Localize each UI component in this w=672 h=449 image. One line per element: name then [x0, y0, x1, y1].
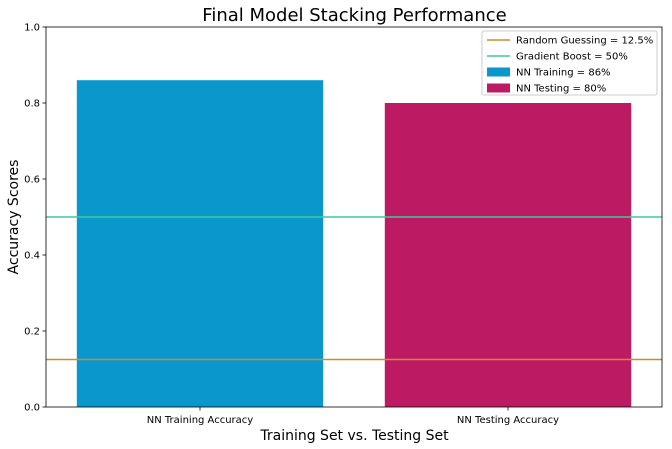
x-axis-label: Training Set vs. Testing Set — [259, 428, 449, 444]
legend-patch-swatch — [487, 83, 510, 93]
chart-title: Final Model Stacking Performance — [202, 5, 506, 26]
legend-box — [481, 30, 658, 96]
x-tick-label: NN Training Accuracy — [147, 415, 254, 426]
legend-patch-swatch — [487, 67, 510, 77]
x-tick-label: NN Testing Accuracy — [457, 415, 559, 426]
legend-label: NN Training = 86% — [516, 68, 611, 79]
plot-frame — [45, 26, 663, 408]
plot-area: NN Training Accuracy NN Testing Accuracy 0… — [24, 23, 663, 426]
y-axis-label: Accuracy Scores — [6, 160, 22, 275]
legend: Random Guessing = 12.5% Gradient Boost = … — [481, 30, 658, 96]
y-tick-label: 0.0 — [24, 403, 40, 414]
y-tick-label: 0.4 — [24, 251, 40, 262]
legend-label: Random Guessing = 12.5% — [516, 36, 653, 47]
y-tick-label: 0.2 — [24, 327, 40, 338]
legend-label: NN Testing = 80% — [516, 84, 606, 95]
y-tick-label: 0.8 — [24, 99, 40, 110]
y-tick-label: 1.0 — [24, 23, 40, 34]
bar-1 — [76, 80, 324, 407]
legend-label: Gradient Boost = 50% — [516, 52, 628, 63]
bar-2 — [384, 103, 632, 407]
y-tick-label: 0.6 — [24, 175, 40, 186]
